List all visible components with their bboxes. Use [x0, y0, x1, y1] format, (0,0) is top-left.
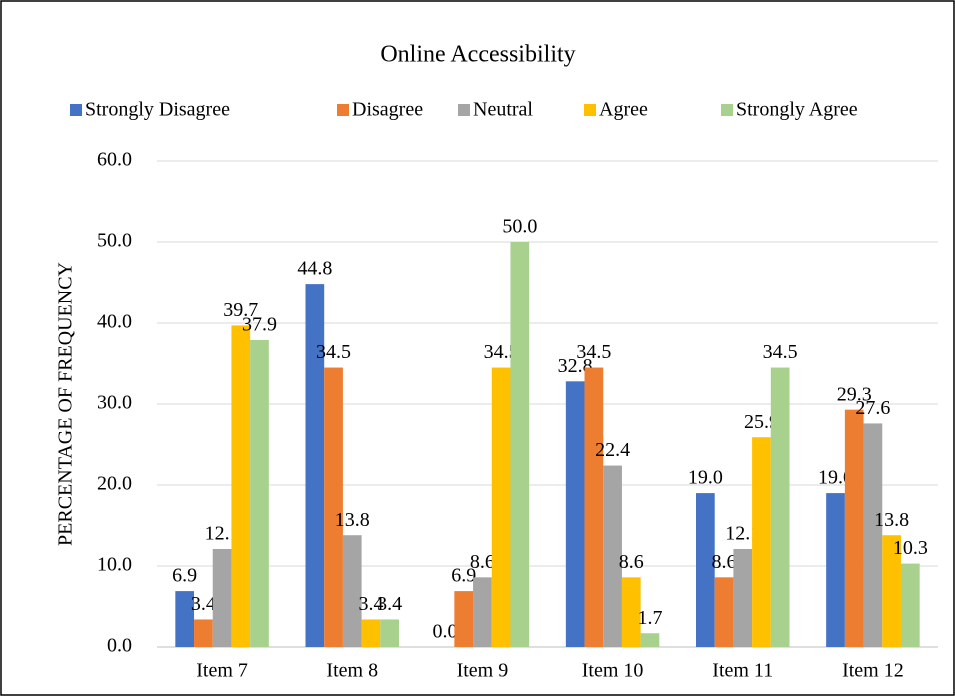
value-label: 34.5: [576, 341, 611, 363]
x-tick-label: Item 9: [457, 660, 509, 682]
value-label: 13.8: [335, 509, 370, 531]
value-label: 8.6: [712, 551, 737, 573]
bar: [621, 577, 641, 647]
bar: [342, 535, 362, 647]
bar: [714, 577, 734, 647]
value-label: 13.8: [874, 509, 909, 531]
value-label: 34.5: [484, 341, 519, 363]
legend-swatch: [337, 104, 349, 116]
value-label: 34.5: [316, 341, 351, 363]
value-label: 25.9: [744, 411, 779, 433]
bar: [584, 367, 604, 647]
legend-label: Neutral: [473, 99, 533, 121]
bar: [194, 619, 213, 647]
bar: [863, 423, 883, 647]
bar: [454, 591, 474, 647]
chart-title: Online Accessibility: [380, 42, 575, 68]
value-label: 37.9: [242, 314, 277, 336]
bar: [491, 367, 511, 647]
bar: [696, 493, 715, 647]
x-tick-label: Item 10: [582, 660, 644, 682]
bar: [361, 619, 381, 647]
legend-swatch: [70, 104, 82, 116]
value-label: 19.0: [818, 467, 853, 489]
bar: [380, 619, 399, 647]
bar: [473, 577, 492, 647]
value-label: 12.1: [205, 523, 240, 545]
x-tick-label: Item 11: [712, 660, 773, 682]
y-tick-label: 50.0: [97, 230, 132, 252]
value-label: 3.4: [358, 593, 383, 615]
y-tick-label: 40.0: [97, 311, 132, 333]
bar: [250, 340, 269, 647]
value-label: 3.4: [191, 593, 216, 615]
value-label: 19.0: [688, 467, 723, 489]
bar: [826, 493, 845, 647]
legend-label: Strongly Disagree: [85, 99, 230, 121]
bar: [510, 242, 530, 647]
bar: [882, 535, 901, 647]
value-label: 6.9: [172, 565, 197, 587]
value-label: 12.1: [725, 523, 760, 545]
value-label: 10.3: [893, 537, 928, 559]
legend-label: Agree: [599, 99, 648, 121]
value-label: 6.9: [451, 565, 476, 587]
bar: [231, 325, 251, 647]
value-label: 1.7: [637, 607, 662, 629]
bar: [640, 633, 660, 647]
value-label: 0.0: [433, 621, 458, 643]
y-tick-label: 10.0: [97, 554, 132, 576]
bar: [733, 548, 753, 647]
x-tick-label: Item 12: [842, 660, 904, 682]
value-label: 39.7: [223, 299, 258, 321]
value-label: 29.3: [837, 383, 872, 405]
bar: [603, 465, 622, 647]
value-label: 27.6: [855, 397, 890, 419]
bar: [565, 381, 585, 647]
value-label: 34.5: [763, 341, 798, 363]
legend-label: Strongly Agree: [736, 99, 858, 121]
value-label: 44.8: [297, 258, 332, 280]
y-tick-label: 20.0: [97, 473, 132, 495]
bar: [305, 284, 325, 647]
value-label: 8.6: [470, 551, 495, 573]
y-axis-label: PERCENTAGE OF FREQUENCY: [55, 262, 77, 546]
bar: [844, 409, 864, 647]
y-tick-label: 0.0: [107, 635, 132, 657]
legend-label: Disagree: [352, 99, 423, 121]
value-label: 8.6: [619, 551, 644, 573]
bar: [900, 563, 920, 647]
value-label: 50.0: [502, 216, 537, 238]
bar: [752, 437, 771, 647]
y-tick-label: 30.0: [97, 392, 132, 414]
y-tick-label: 60.0: [97, 149, 132, 171]
x-tick-label: Item 7: [196, 660, 248, 682]
legend-swatch: [721, 104, 733, 116]
bar: [324, 367, 343, 647]
value-label: 22.4: [595, 439, 630, 461]
value-label: 3.4: [377, 593, 402, 615]
value-label: 32.8: [558, 355, 593, 377]
x-tick-label: Item 8: [326, 660, 378, 682]
legend-swatch: [584, 104, 596, 116]
bar: [175, 591, 195, 647]
bar: [212, 548, 232, 647]
legend-swatch: [458, 104, 470, 116]
bar: [770, 367, 790, 647]
